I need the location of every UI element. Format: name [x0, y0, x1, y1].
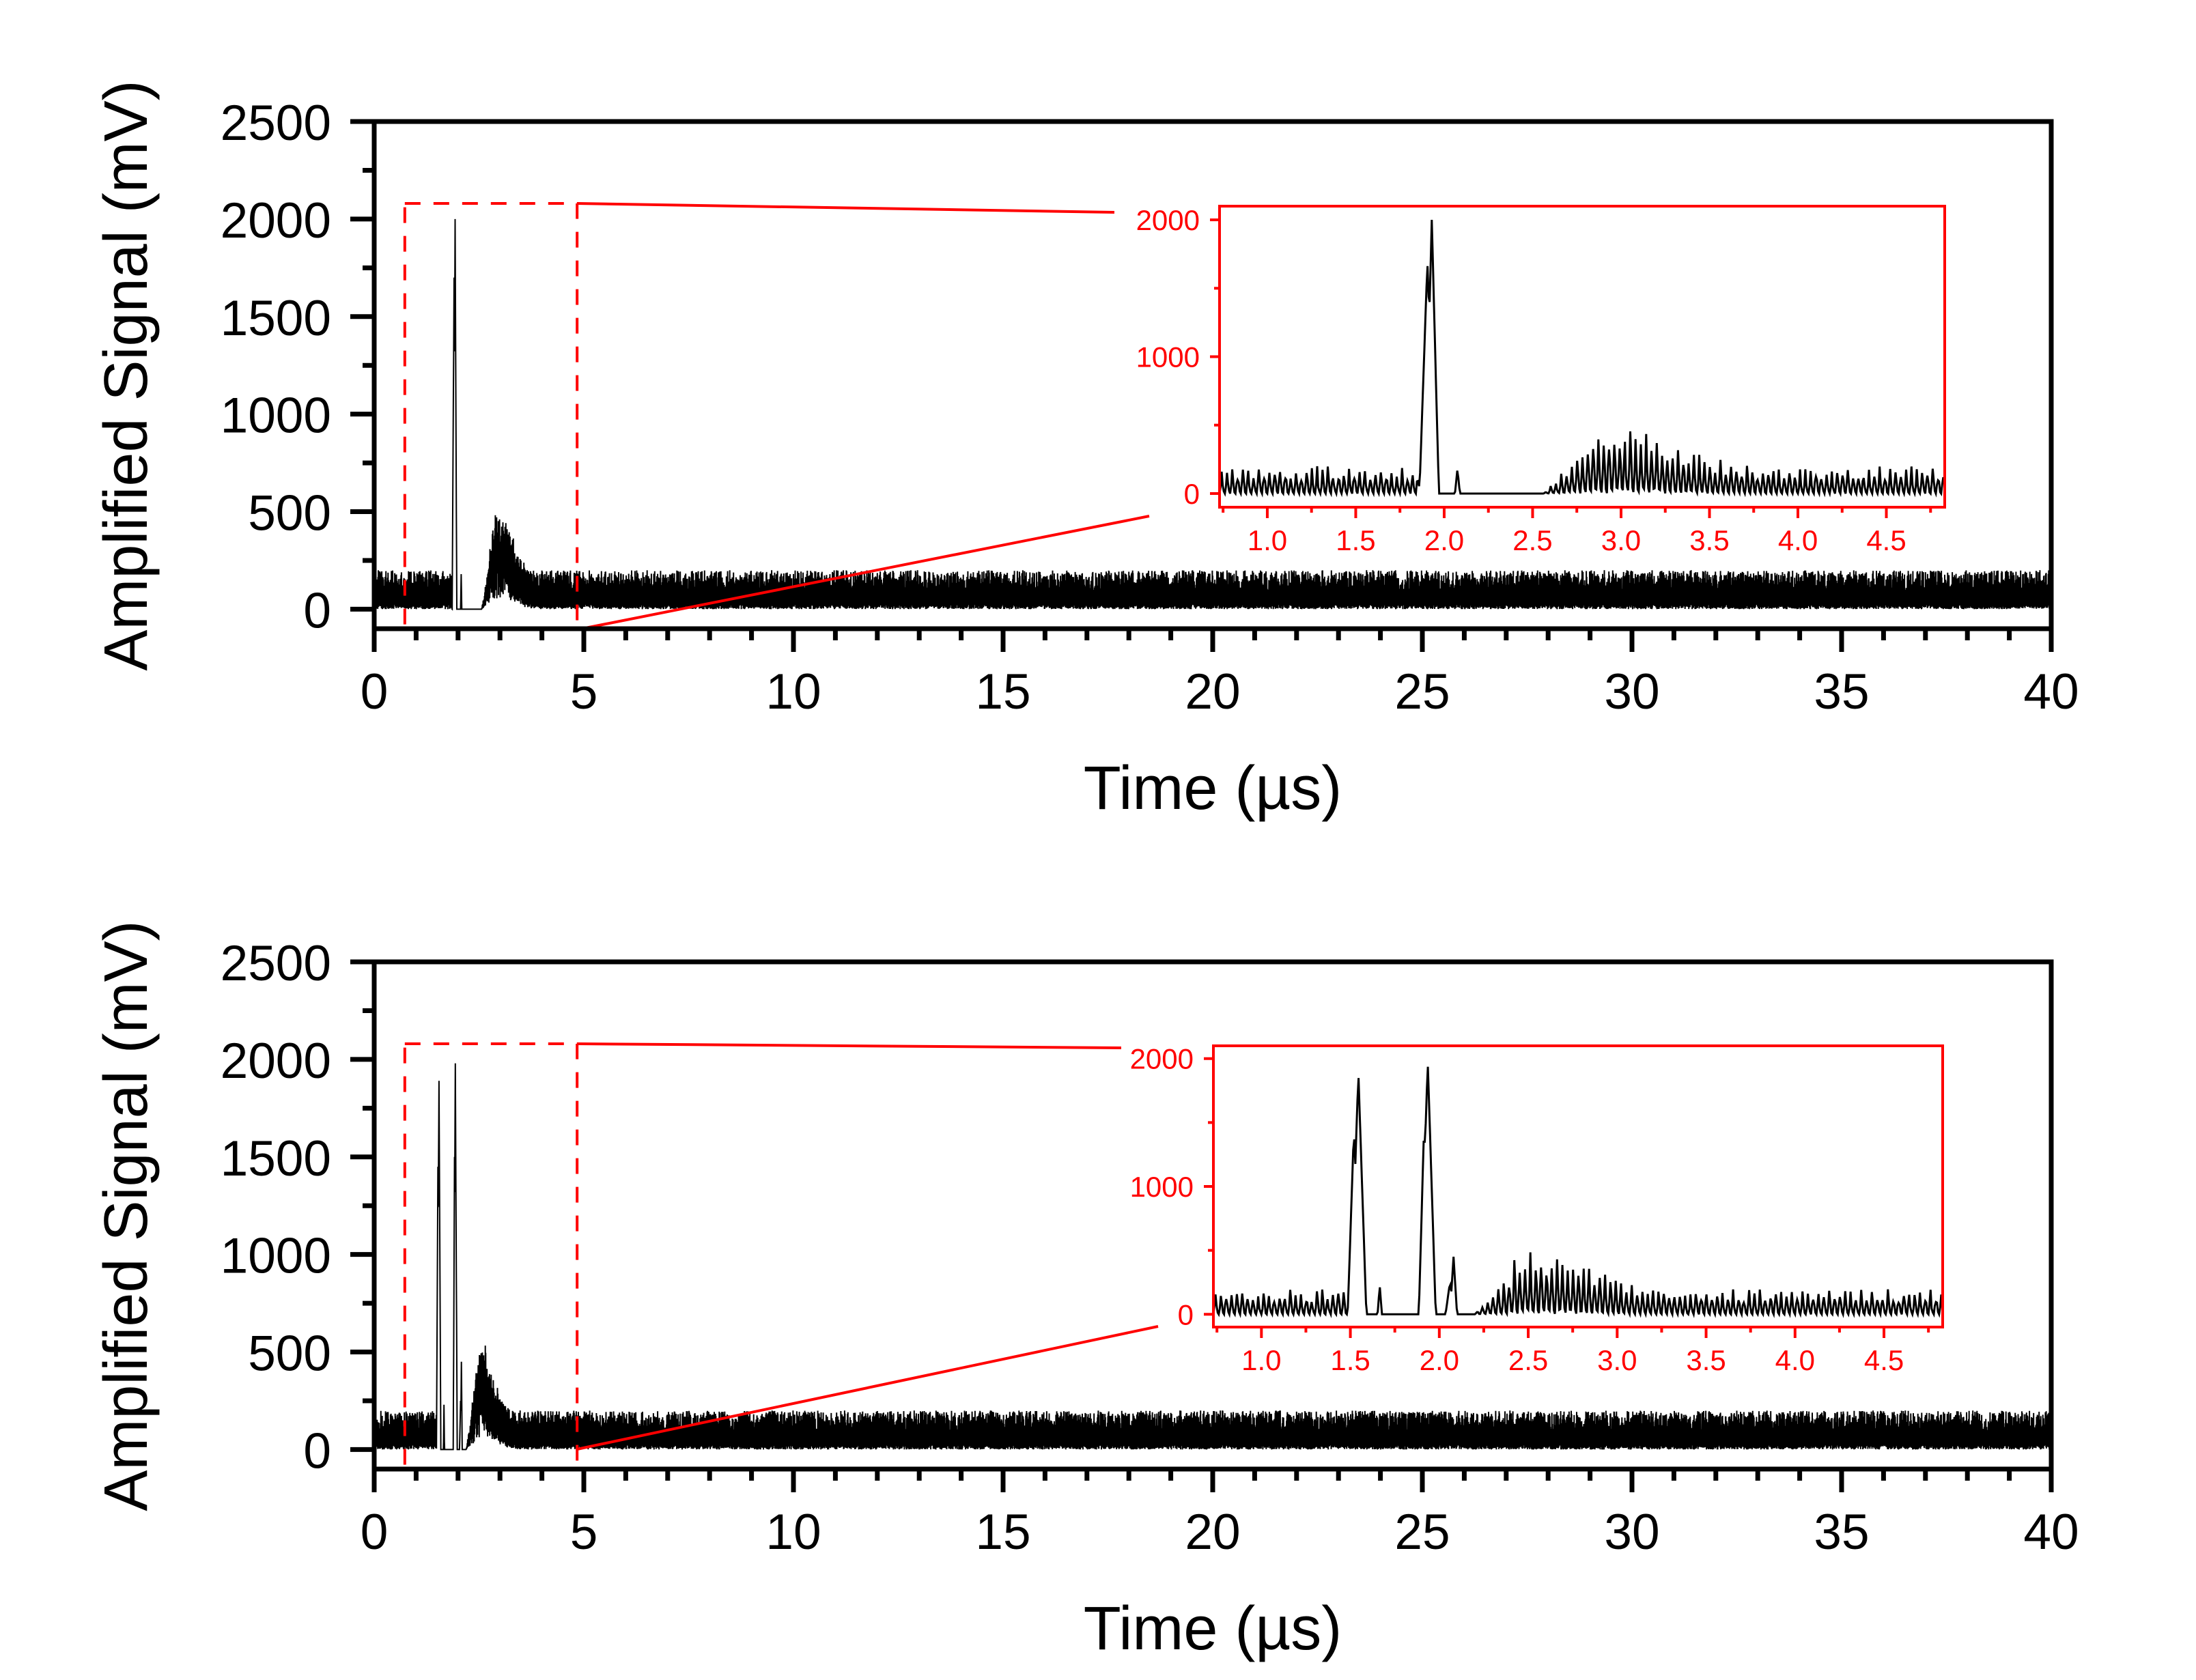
inset-x-tick-label: 1.0 [1241, 1344, 1281, 1376]
inset-x-tick-label: 1.5 [1336, 524, 1375, 556]
x-tick-label: 20 [1185, 664, 1240, 720]
y-tick-label: 0 [303, 583, 331, 638]
inset-signal-trace [1213, 1066, 1943, 1319]
y-tick-label: 2000 [221, 193, 331, 248]
inset-x-tick-label: 1.5 [1330, 1344, 1370, 1376]
y-tick-label: 0 [303, 1423, 331, 1479]
x-tick-label: 30 [1604, 664, 1659, 720]
x-tick-label: 35 [1814, 664, 1869, 720]
y-tick-label: 1000 [221, 1229, 331, 1284]
x-tick-label: 25 [1394, 664, 1450, 720]
y-tick-label: 1500 [221, 291, 331, 346]
x-tick-label: 25 [1394, 1505, 1450, 1560]
inset-x-tick-label: 3.0 [1597, 1344, 1637, 1376]
inset-x-tick-label: 3.5 [1686, 1344, 1726, 1376]
x-tick-label: 10 [765, 664, 821, 720]
inset-x-tick-label: 2.0 [1424, 524, 1464, 556]
x-tick-label: 15 [975, 664, 1030, 720]
x-tick-label: 30 [1604, 1505, 1659, 1560]
y-tick-label: 1500 [221, 1131, 331, 1186]
x-tick-label: 0 [361, 1505, 389, 1560]
inset-x-tick-label: 1.0 [1248, 524, 1287, 556]
inset-x-tick-label: 4.5 [1866, 524, 1906, 556]
x-tick-label: 40 [2023, 664, 2079, 720]
x-tick-label: 15 [975, 1505, 1030, 1560]
x-tick-label: 35 [1814, 1505, 1869, 1560]
inset-x-tick-label: 2.0 [1420, 1344, 1459, 1376]
x-axis-title: Time (µs) [1084, 754, 1342, 823]
x-tick-label: 40 [2023, 1505, 2079, 1560]
x-axis-title: Time (µs) [1084, 1595, 1342, 1663]
y-axis-title: Amplified Signal (mV) [92, 920, 160, 1511]
inset-x-tick-label: 2.5 [1508, 1344, 1548, 1376]
x-tick-label: 10 [765, 1505, 821, 1560]
zoom-connector-line-top [576, 202, 1115, 214]
inset-signal-trace [1220, 219, 1945, 498]
panel-bottom: 0 500 1000 1500 2000 2500 0 5 10 15 20 25 30 35 40 Time… [92, 920, 2079, 1663]
y-tick-label: 2500 [221, 936, 331, 991]
panel-top: 0 500 1000 1500 2000 2500 0 5 10 15 20 25 30 35 40 Time… [92, 80, 2079, 823]
inset-x-tick-label: 2.5 [1512, 524, 1552, 556]
inset-y-tick-label: 1000 [1130, 1171, 1194, 1203]
inset-y-tick-label: 2000 [1130, 1043, 1194, 1075]
inset-x-tick-label: 3.5 [1689, 524, 1729, 556]
y-tick-label: 2000 [221, 1034, 331, 1089]
inset-y-tick-label: 0 [1184, 478, 1200, 510]
zoom-connector-line-top [576, 1042, 1122, 1049]
zoom-connector-line-bottom [576, 1325, 1159, 1451]
x-tick-label: 20 [1185, 1505, 1240, 1560]
signal-trace [374, 218, 2051, 611]
y-tick-label: 1000 [221, 388, 331, 444]
signal-trace [374, 1063, 2051, 1451]
inset-x-tick-label: 4.0 [1778, 524, 1818, 556]
inset-zoom-plot: 0 1000 2000 1.0 1.5 2.0 2.5 3.0 3.5 4.0 4.5 [1130, 1043, 1944, 1376]
x-tick-label: 5 [570, 664, 598, 720]
inset-y-tick-label: 0 [1178, 1298, 1194, 1330]
inset-x-tick-label: 4.0 [1775, 1344, 1815, 1376]
inset-x-tick-label: 3.0 [1601, 524, 1641, 556]
inset-zoom-plot: 0 1000 2000 1.0 1.5 2.0 2.5 3.0 3.5 4.0 4.5 [1136, 204, 1946, 556]
inset-y-tick-label: 1000 [1136, 341, 1200, 373]
inset-y-tick-label: 2000 [1136, 204, 1200, 236]
y-tick-label: 2500 [221, 96, 331, 151]
y-axis-title: Amplified Signal (mV) [92, 80, 160, 670]
x-tick-label: 5 [570, 1505, 598, 1560]
y-tick-label: 500 [248, 486, 331, 541]
inset-x-tick-label: 4.5 [1864, 1344, 1904, 1376]
y-tick-label: 500 [248, 1326, 331, 1382]
zoom-connector-line-bottom [578, 515, 1150, 631]
inset-background [1220, 206, 1945, 507]
zoom-region-box [403, 202, 579, 630]
x-tick-label: 0 [361, 664, 389, 720]
zoom-region-box [403, 1042, 579, 1470]
